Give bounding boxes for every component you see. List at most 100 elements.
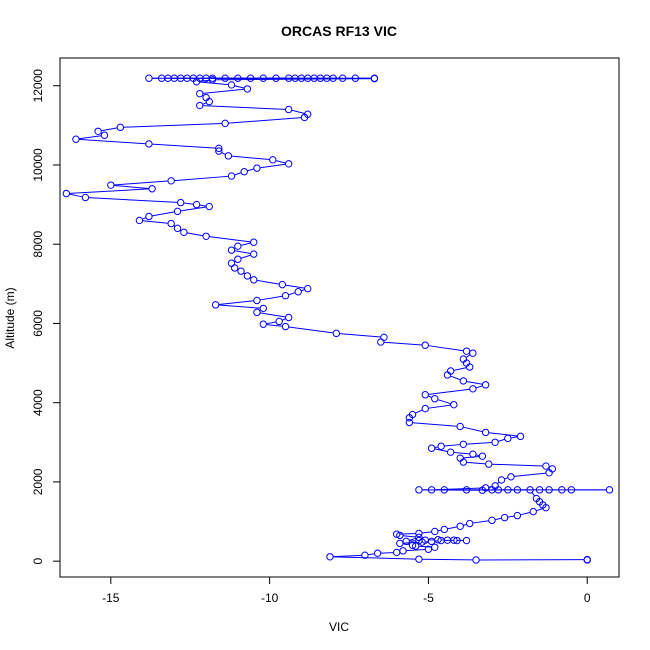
series-segment [228, 117, 302, 124]
data-point [230, 264, 239, 272]
data-point [567, 486, 576, 494]
data-point [456, 454, 464, 462]
x-axis: -15 -10 -5 0 [102, 576, 591, 605]
data-point [415, 555, 423, 563]
data-point [421, 404, 429, 413]
series-segment [428, 388, 470, 395]
series-segment [291, 109, 305, 114]
data-point [215, 144, 223, 153]
data-point [373, 549, 382, 557]
series-segment [520, 511, 531, 516]
data-point [259, 320, 267, 328]
data-point [491, 482, 499, 490]
series-segment [465, 354, 471, 358]
data-point [269, 156, 277, 164]
series-segment [259, 295, 283, 301]
data-point [304, 110, 312, 118]
series-segment [69, 188, 149, 194]
series-segment [475, 454, 480, 457]
series-segment [288, 292, 296, 296]
y-tick-label: 10000 [31, 148, 45, 182]
data-point [548, 465, 557, 473]
series-segment [514, 472, 546, 477]
data-point [240, 168, 248, 176]
series-segment [453, 451, 470, 455]
data-point [326, 553, 334, 561]
series-segment [202, 102, 207, 105]
series-segment [202, 105, 286, 110]
data-point [408, 541, 417, 550]
data-point [227, 246, 236, 254]
data-point [466, 519, 474, 528]
series-segment [281, 318, 286, 321]
data-point [167, 219, 175, 228]
series-segment [174, 175, 229, 182]
data-point [246, 74, 255, 82]
series-segment [380, 552, 394, 554]
data-point [532, 494, 541, 503]
data-point [81, 193, 90, 202]
series-segment [494, 517, 502, 521]
data-point [443, 536, 452, 544]
data-point [227, 172, 236, 180]
data-point [513, 511, 522, 520]
series-segment [218, 300, 254, 305]
data-point [338, 74, 347, 82]
data-point [456, 422, 464, 431]
data-point [281, 322, 290, 331]
series-segment [531, 492, 535, 497]
data-point [72, 135, 80, 143]
series-segment [142, 217, 147, 220]
series-segment [450, 375, 461, 381]
data-point [481, 428, 490, 437]
data-point [437, 442, 445, 450]
data-point [488, 516, 496, 525]
series-segment [437, 529, 442, 532]
series-segment [507, 515, 515, 518]
data-point [434, 536, 442, 544]
data-point [526, 486, 534, 494]
series-segment [186, 232, 204, 237]
data-point [221, 74, 229, 82]
series-segment [498, 438, 505, 442]
data-point [291, 74, 299, 82]
data-point [145, 140, 153, 148]
series-segment [333, 554, 362, 558]
data-point [478, 452, 487, 460]
data-point [259, 304, 267, 313]
data-point [456, 522, 464, 530]
data-point [513, 486, 522, 494]
data-point [516, 432, 525, 441]
x-tick-label: -10 [261, 591, 279, 605]
data-point [272, 74, 280, 82]
data-point [446, 448, 455, 456]
series-segment [463, 523, 467, 526]
series-segment [234, 85, 245, 89]
series-segment [434, 448, 448, 453]
series-segment [113, 184, 149, 189]
data-point [304, 284, 312, 293]
data-point [370, 74, 379, 82]
data-point [542, 462, 550, 470]
series-segment [151, 211, 175, 217]
series-segment [202, 88, 245, 94]
data-point [396, 539, 404, 548]
series-segment [218, 304, 261, 309]
series-segment [536, 508, 544, 512]
data-point [202, 93, 210, 102]
data-point [259, 74, 267, 82]
data-point [221, 119, 229, 128]
plot-area [62, 74, 614, 564]
data-point [469, 349, 477, 357]
data-point [491, 438, 499, 446]
series-segment [463, 426, 483, 433]
series-segment [434, 487, 483, 491]
data-point [462, 486, 471, 494]
series-segment [466, 461, 486, 465]
series-segment [367, 553, 375, 556]
data-point [135, 216, 144, 225]
series-segment [415, 409, 423, 414]
series-segment [180, 206, 207, 212]
data-point [481, 484, 490, 492]
data-point [412, 542, 420, 550]
